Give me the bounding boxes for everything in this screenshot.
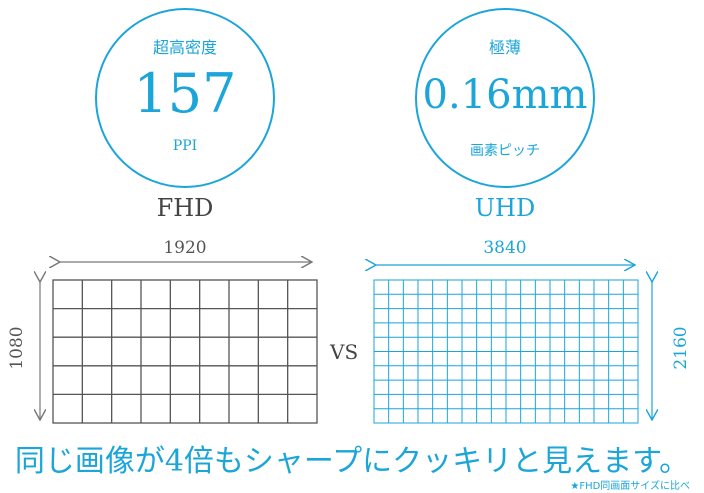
uhd-label: UHD (474, 194, 536, 222)
fhd-width-label: 1920 (163, 238, 207, 258)
ppi-value: 157 (133, 62, 237, 125)
pixel-pitch-value: 0.16mm (422, 72, 588, 118)
uhd-grid (373, 279, 639, 424)
headline: 同じ画像が4倍もシャープにクッキリと見えます。 (14, 444, 690, 479)
vs-label: VS (330, 340, 359, 364)
footnote: ★FHD同画面サイズに比べ (570, 481, 690, 492)
fhd-label: FHD (156, 194, 214, 222)
left-spec-circle: 超高密度 157 PPI (95, 8, 275, 188)
right-spec-circle: 極薄 0.16mm 画素ピッチ (415, 8, 595, 188)
ppi-unit: PPI (172, 138, 198, 154)
pixel-pitch-label: 画素ピッチ (470, 143, 540, 159)
uhd-width-label: 3840 (483, 238, 527, 258)
fhd-grid (52, 279, 318, 424)
right-circle-heading: 極薄 (488, 38, 521, 57)
left-circle-heading: 超高密度 (152, 38, 217, 57)
